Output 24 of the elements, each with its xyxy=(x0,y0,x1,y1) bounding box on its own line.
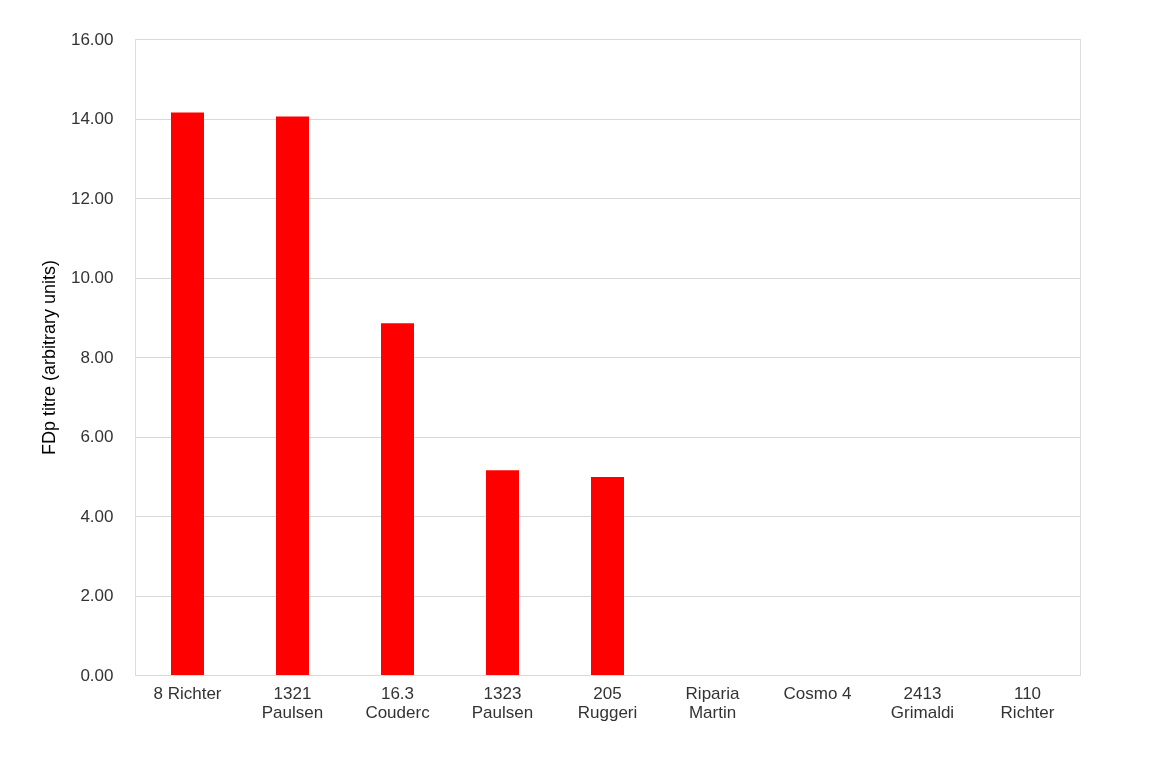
y-tick-label: 6.00 xyxy=(80,427,114,446)
bar xyxy=(276,116,309,675)
x-tick-label: Riparia Martin xyxy=(685,683,740,722)
x-tick-label: 205 Ruggeri xyxy=(577,683,638,722)
y-tick-label: 0.00 xyxy=(80,665,114,685)
y-tick-label: 4.00 xyxy=(80,506,114,526)
y-tick-label: 2.00 xyxy=(80,586,114,605)
bar xyxy=(381,323,414,675)
x-tick-label: 2413 Grimaldi xyxy=(890,683,955,722)
y-tick-label: 16.00 xyxy=(70,29,114,49)
x-tick-label: 1323 Paulsen xyxy=(471,683,534,722)
x-tick-label: 16.3 Couderc xyxy=(365,683,431,722)
x-tick-label: 1321 Paulsen xyxy=(261,683,324,722)
y-axis-title: FDp titre (arbitrary units) xyxy=(38,259,59,456)
bar xyxy=(486,470,519,675)
y-tick-label: 12.00 xyxy=(70,188,114,208)
y-tick-label: 14.00 xyxy=(70,109,114,128)
x-tick-label: 8 Richter xyxy=(153,683,222,703)
y-tick-label: 10.00 xyxy=(70,268,114,287)
bar xyxy=(171,112,204,675)
x-tick-label: Cosmo 4 xyxy=(783,683,852,703)
bar xyxy=(591,477,624,675)
x-tick-label: 110 Richter xyxy=(1000,683,1055,722)
y-tick-label: 8.00 xyxy=(80,347,114,367)
